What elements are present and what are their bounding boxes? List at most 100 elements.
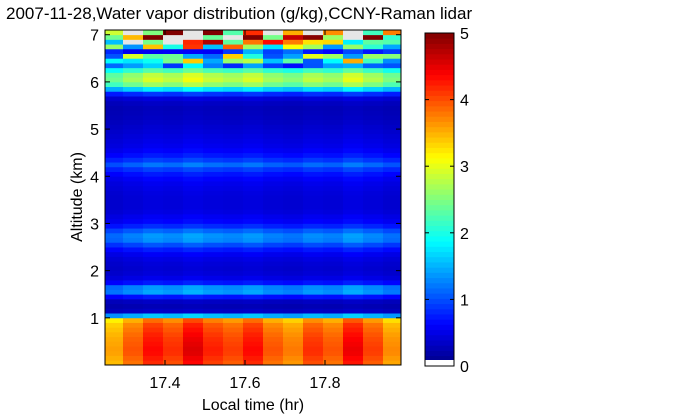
heatmap-cell — [363, 223, 384, 229]
heatmap-cell — [203, 86, 224, 92]
heatmap-cell — [143, 322, 164, 328]
heatmap-cell — [363, 157, 384, 163]
heatmap-cell — [223, 289, 244, 295]
heatmap-cell — [223, 336, 244, 342]
heatmap-cell — [243, 162, 264, 168]
heatmap-cell — [303, 341, 324, 347]
heatmap-cell — [363, 242, 384, 248]
heatmap-cell — [105, 81, 124, 88]
heatmap-cell — [383, 86, 402, 92]
heatmap-cell — [323, 204, 344, 210]
heatmap-cell — [283, 190, 304, 196]
heatmap-cell — [105, 133, 124, 139]
heatmap-cell — [283, 119, 304, 125]
heatmap-cell — [263, 284, 284, 290]
heatmap-cell — [123, 190, 144, 196]
heatmap-cell — [323, 280, 344, 286]
heatmap-cell — [363, 308, 384, 314]
heatmap-cell — [323, 77, 344, 83]
heatmap-cell — [283, 313, 304, 319]
heatmap-cell — [383, 223, 402, 229]
heatmap-cell — [183, 86, 204, 92]
heatmap-cell — [343, 214, 364, 220]
heatmap-cell — [263, 308, 284, 314]
heatmap-cell — [363, 162, 384, 168]
heatmap-cell — [163, 147, 184, 154]
heatmap-cell — [303, 313, 324, 319]
heatmap-cell — [243, 100, 264, 106]
heatmap-cell — [105, 77, 124, 83]
heatmap-cell — [263, 63, 284, 69]
heatmap-cell — [123, 331, 144, 338]
heatmap-cell — [363, 44, 384, 50]
heatmap-cell — [203, 256, 224, 262]
heatmap-cell — [303, 124, 324, 130]
colorbar-segment — [425, 225, 454, 232]
heatmap-cell — [183, 294, 204, 300]
heatmap-cell — [143, 77, 164, 83]
heatmap-cell — [263, 96, 284, 102]
heatmap-cells — [105, 30, 402, 366]
colorbar-segment — [425, 282, 454, 289]
heatmap-cell — [123, 67, 144, 73]
heatmap-cell — [143, 280, 164, 286]
heatmap-cell — [343, 133, 364, 139]
heatmap-cell — [363, 138, 384, 144]
heatmap-cell — [163, 331, 184, 338]
heatmap-cell — [363, 72, 384, 78]
heatmap-cell — [163, 129, 184, 135]
heatmap-cell — [323, 336, 344, 342]
heatmap-cell — [163, 86, 184, 92]
heatmap-cell — [105, 91, 124, 97]
heatmap-cell — [183, 100, 204, 106]
heatmap-cell — [143, 110, 164, 116]
heatmap-cell — [263, 58, 284, 64]
heatmap-cell — [163, 228, 184, 234]
heatmap-cell — [203, 313, 224, 319]
heatmap-cell — [105, 308, 124, 314]
heatmap-cell — [343, 355, 364, 361]
heatmap-cell — [143, 289, 164, 295]
heatmap-cell — [363, 298, 384, 305]
heatmap-cell — [243, 166, 264, 172]
heatmap-cell — [283, 44, 304, 50]
heatmap-cell — [283, 317, 304, 323]
heatmap-cell — [363, 119, 384, 125]
heatmap-cell — [383, 147, 402, 154]
heatmap-cell — [323, 152, 344, 158]
heatmap-cell — [223, 185, 244, 191]
heatmap-cell — [383, 119, 402, 125]
heatmap-cell — [343, 265, 364, 272]
colorbar-segment — [425, 178, 454, 185]
heatmap-cell — [323, 251, 344, 257]
heatmap-cell — [203, 143, 224, 149]
heatmap-cell — [363, 265, 384, 272]
heatmap-cell — [323, 39, 344, 45]
heatmap-cell — [323, 72, 344, 78]
heatmap-cell — [363, 81, 384, 88]
heatmap-cell — [363, 48, 384, 54]
heatmap-cell — [363, 180, 384, 187]
heatmap-cell — [383, 67, 402, 73]
heatmap-cell — [163, 261, 184, 267]
heatmap-cell — [363, 171, 384, 177]
heatmap-cell — [143, 143, 164, 149]
heatmap-cell — [343, 317, 364, 323]
heatmap-cell — [383, 91, 402, 97]
heatmap-cell — [343, 336, 364, 342]
heatmap-cell — [323, 58, 344, 64]
heatmap-cell — [243, 39, 264, 45]
heatmap-cell — [283, 280, 304, 286]
heatmap-cell — [243, 237, 264, 243]
heatmap-cell — [143, 48, 164, 54]
heatmap-cell — [323, 147, 344, 154]
heatmap-cell — [105, 223, 124, 229]
heatmap-cell — [243, 232, 264, 239]
heatmap-cell — [323, 256, 344, 262]
heatmap-cell — [143, 284, 164, 290]
heatmap-cell — [283, 265, 304, 272]
heatmap-cell — [203, 265, 224, 272]
heatmap-cell — [123, 237, 144, 243]
heatmap-cell — [203, 317, 224, 323]
heatmap-cell — [243, 44, 264, 50]
